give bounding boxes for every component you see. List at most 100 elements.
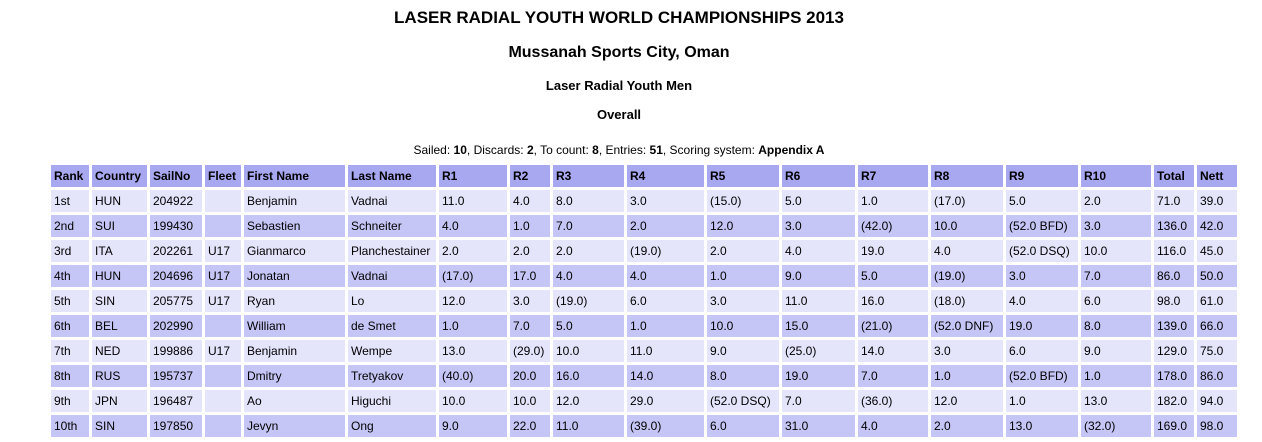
table-cell: 15.0 — [782, 315, 855, 337]
table-cell: (19.0) — [931, 265, 1003, 287]
table-cell: 39.0 — [1197, 190, 1237, 212]
table-cell: 8.0 — [1081, 315, 1151, 337]
table-cell: (18.0) — [931, 290, 1003, 312]
table-cell: ITA — [92, 240, 147, 262]
table-cell: 11.0 — [782, 290, 855, 312]
table-cell: Jonatan — [244, 265, 345, 287]
table-row: 3rd ITA 202261 U17 Gianmarco Planchestainer 2.… — [51, 240, 1237, 262]
table-cell: 2.0 — [1081, 190, 1151, 212]
table-cell: Benjamin — [244, 190, 345, 212]
table-cell: 3rd — [51, 240, 89, 262]
table-cell: SIN — [92, 290, 147, 312]
table-cell: 42.0 — [1197, 215, 1237, 237]
table-cell — [205, 390, 241, 412]
column-header: R4 — [627, 165, 704, 187]
table-cell: 2.0 — [627, 215, 704, 237]
table-cell: 9.0 — [439, 415, 507, 437]
table-cell: 20.0 — [510, 365, 550, 387]
table-cell: 17.0 — [510, 265, 550, 287]
table-cell — [205, 365, 241, 387]
table-cell: 11.0 — [627, 340, 704, 362]
table-cell: 1.0 — [510, 215, 550, 237]
table-cell: 12.0 — [707, 215, 779, 237]
table-cell: 13.0 — [1006, 415, 1078, 437]
table-cell: U17 — [205, 265, 241, 287]
table-cell: 1.0 — [931, 365, 1003, 387]
table-cell: (52.0 DSQ) — [1006, 240, 1078, 262]
table-cell: 129.0 — [1154, 340, 1194, 362]
table-cell: 98.0 — [1197, 415, 1237, 437]
table-cell: 1.0 — [1006, 390, 1078, 412]
table-cell: SUI — [92, 215, 147, 237]
table-cell: (36.0) — [858, 390, 928, 412]
table-cell: 10th — [51, 415, 89, 437]
table-cell: 98.0 — [1154, 290, 1194, 312]
class-heading: Laser Radial Youth Men — [545, 78, 693, 93]
table-header-row: Rank Country SailNo Fleet First Name Last Nam… — [51, 165, 1237, 187]
table-cell: 19.0 — [858, 240, 928, 262]
table-cell: U17 — [205, 240, 241, 262]
table-cell: 195737 — [150, 365, 202, 387]
table-cell: 4.0 — [510, 190, 550, 212]
table-cell: 19.0 — [782, 365, 855, 387]
table-row: 7th NED 199886 U17 Benjamin Wempe 13.0 (29.0) 10… — [51, 340, 1237, 362]
table-cell: 8.0 — [707, 365, 779, 387]
table-cell: 6.0 — [1006, 340, 1078, 362]
table-cell: 7.0 — [1081, 265, 1151, 287]
table-cell: Ong — [348, 415, 436, 437]
table-cell — [205, 215, 241, 237]
venue-heading: Mussanah Sports City, Oman — [508, 44, 730, 61]
table-cell: 6.0 — [1081, 290, 1151, 312]
table-cell: 6.0 — [707, 415, 779, 437]
table-cell: 29.0 — [627, 390, 704, 412]
table-cell: 6th — [51, 315, 89, 337]
column-header: SailNo — [150, 165, 202, 187]
table-cell: 9.0 — [1081, 340, 1151, 362]
table-row: 9th JPN 196487 Ao Higuchi 10.0 10.0 12.0 29.0 (52… — [51, 390, 1237, 412]
table-cell: 4.0 — [931, 240, 1003, 262]
column-header: R1 — [439, 165, 507, 187]
table-cell: 1st — [51, 190, 89, 212]
table-cell: 205775 — [150, 290, 202, 312]
table-row: 1st HUN 204922 Benjamin Vadnai 11.0 4.0 8.0 3.0(… — [51, 190, 1237, 212]
column-header: Rank — [51, 165, 89, 187]
table-row: 10th SIN 197850 Jevyn Ong 9.0 22.0 11.0 (39.0) 6.… — [51, 415, 1237, 437]
table-cell: 13.0 — [439, 340, 507, 362]
column-header: R7 — [858, 165, 928, 187]
table-cell: 196487 — [150, 390, 202, 412]
table-cell: 86.0 — [1154, 265, 1194, 287]
column-header: R6 — [782, 165, 855, 187]
table-cell: 5.0 — [553, 315, 624, 337]
table-cell: 10.0 — [707, 315, 779, 337]
results-table: Rank Country SailNo Fleet First Name Last Nam… — [48, 162, 1240, 440]
discards-label: Discards: — [473, 143, 524, 157]
table-row: 4th HUN 204696 U17 Jonatan Vadnai (17.0) 17.0 4.… — [51, 265, 1237, 287]
table-cell: 2nd — [51, 215, 89, 237]
table-cell: 12.0 — [553, 390, 624, 412]
table-cell: 61.0 — [1197, 290, 1237, 312]
table-row: 5th SIN 205775 U17 Ryan Lo 12.0 3.0 (19.0) 6.0 3.0… — [51, 290, 1237, 312]
table-cell: 86.0 — [1197, 365, 1237, 387]
table-cell: 5th — [51, 290, 89, 312]
table-cell: 3.0 — [1006, 265, 1078, 287]
table-cell: 199886 — [150, 340, 202, 362]
table-cell — [205, 315, 241, 337]
table-cell: 45.0 — [1197, 240, 1237, 262]
table-cell: 16.0 — [858, 290, 928, 312]
table-cell: BEL — [92, 315, 147, 337]
table-cell: 19.0 — [1006, 315, 1078, 337]
table-cell: 7.0 — [782, 390, 855, 412]
table-cell: (19.0) — [627, 240, 704, 262]
table-cell: 10.0 — [931, 215, 1003, 237]
column-header: R10 — [1081, 165, 1151, 187]
table-cell: SIN — [92, 415, 147, 437]
table-cell: 1.0 — [439, 315, 507, 337]
table-cell: (17.0) — [931, 190, 1003, 212]
table-cell: 5.0 — [782, 190, 855, 212]
table-cell: Lo — [348, 290, 436, 312]
table-cell: 1.0 — [707, 265, 779, 287]
table-cell: RUS — [92, 365, 147, 387]
table-cell: 1.0 — [627, 315, 704, 337]
table-cell: 204696 — [150, 265, 202, 287]
